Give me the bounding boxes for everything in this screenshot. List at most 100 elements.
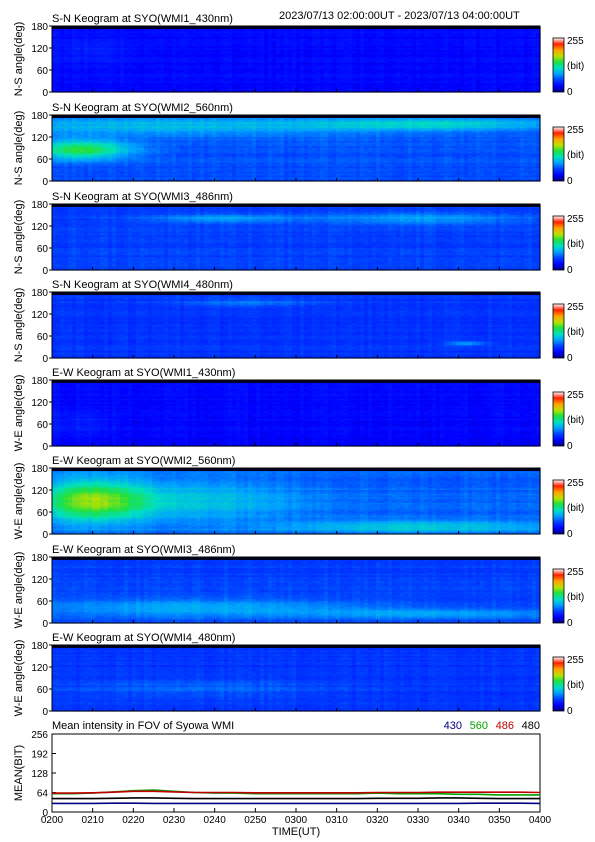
heatmap-cell bbox=[292, 53, 297, 56]
heatmap-cell bbox=[312, 44, 317, 47]
heatmap-cell bbox=[140, 60, 145, 64]
heatmap-cell bbox=[180, 81, 185, 84]
heatmap-cell bbox=[288, 88, 293, 91]
heatmap-cell bbox=[320, 42, 325, 45]
heatmap-cell bbox=[116, 37, 121, 40]
heatmap-cell bbox=[304, 73, 309, 77]
heatmap-cell bbox=[312, 55, 317, 58]
heatmap-cell bbox=[232, 81, 237, 84]
heatmap-cell bbox=[332, 55, 337, 58]
heatmap-cell bbox=[196, 90, 201, 93]
heatmap-cell bbox=[288, 84, 293, 88]
heatmap-cell bbox=[196, 29, 201, 33]
keogram-panel-1: S-N Keogram at SYO(WMI1_430nm)180120600N… bbox=[13, 13, 584, 99]
heatmap-cell bbox=[224, 44, 229, 47]
heatmap-cell bbox=[164, 77, 169, 80]
heatmap-cell bbox=[300, 90, 305, 93]
heatmap-cell bbox=[240, 62, 245, 66]
heatmap-cell bbox=[196, 48, 201, 51]
heatmap-cell bbox=[60, 77, 65, 80]
heatmap-cell bbox=[180, 62, 185, 66]
heatmap-cell bbox=[272, 68, 277, 71]
heatmap-cell bbox=[144, 75, 149, 78]
heatmap-cell bbox=[100, 29, 105, 33]
heatmap-cell bbox=[208, 38, 213, 42]
heatmap-cell bbox=[244, 33, 249, 36]
heatmap-cell bbox=[300, 84, 305, 88]
heatmap-cell bbox=[100, 37, 105, 40]
heatmap-cell bbox=[336, 68, 341, 71]
heatmap-cell bbox=[200, 79, 205, 82]
heatmap-cell bbox=[316, 84, 321, 88]
heatmap-cell bbox=[296, 86, 301, 89]
heatmap-cell bbox=[192, 35, 197, 38]
heatmap-cell bbox=[132, 70, 137, 73]
heatmap-cell bbox=[212, 37, 217, 40]
heatmap-cell bbox=[316, 62, 321, 66]
heatmap-cell bbox=[60, 57, 65, 60]
heatmap-cell bbox=[104, 77, 109, 80]
heatmap-cell bbox=[296, 33, 301, 36]
heatmap-cell bbox=[248, 35, 253, 38]
heatmap-cell bbox=[72, 38, 77, 42]
heatmap-cell bbox=[264, 90, 269, 93]
heatmap-cell bbox=[128, 33, 133, 36]
heatmap-cell bbox=[296, 59, 301, 62]
heatmap-cell bbox=[164, 44, 169, 47]
heatmap-cell bbox=[236, 55, 241, 58]
heatmap-cell bbox=[92, 46, 97, 49]
heatmap-cell bbox=[96, 46, 101, 49]
heatmap-cell bbox=[252, 44, 257, 47]
heatmap-cell bbox=[332, 64, 337, 67]
heatmap-cell bbox=[164, 82, 169, 86]
heatmap-cell bbox=[76, 44, 81, 47]
heatmap-cell bbox=[156, 88, 161, 91]
heatmap-cell bbox=[208, 51, 213, 55]
heatmap-cell bbox=[180, 35, 185, 38]
heatmap-cell bbox=[276, 62, 281, 66]
heatmap-cell bbox=[192, 31, 197, 34]
heatmap-cell bbox=[228, 60, 233, 64]
heatmap-cell bbox=[268, 35, 273, 38]
heatmap-cell bbox=[52, 60, 57, 64]
heatmap-cell bbox=[204, 44, 209, 47]
heatmap-cell bbox=[112, 38, 117, 42]
heatmap-cell bbox=[116, 64, 121, 67]
heatmap-cell bbox=[168, 59, 173, 62]
heatmap-cell bbox=[224, 79, 229, 82]
heatmap-cell bbox=[124, 27, 129, 31]
heatmap-cell bbox=[148, 37, 153, 40]
heatmap-cell bbox=[140, 71, 145, 75]
heatmap-cell bbox=[208, 82, 213, 86]
heatmap-cell bbox=[300, 38, 305, 42]
heatmap-cell bbox=[272, 82, 277, 86]
heatmap-cell bbox=[124, 60, 129, 64]
heatmap-cell bbox=[324, 79, 329, 82]
y-tick-label: 60 bbox=[37, 66, 49, 77]
heatmap-cell bbox=[236, 84, 241, 88]
heatmap-cell bbox=[224, 33, 229, 36]
heatmap-cell bbox=[72, 81, 77, 84]
heatmap-cell bbox=[108, 35, 113, 38]
heatmap-cell bbox=[252, 84, 257, 88]
heatmap-cell bbox=[172, 57, 177, 60]
heatmap-cell bbox=[224, 37, 229, 40]
heatmap-cell bbox=[80, 44, 85, 47]
heatmap-cell bbox=[220, 38, 225, 42]
heatmap-cell bbox=[160, 90, 165, 93]
heatmap-cell bbox=[328, 35, 333, 38]
heatmap-cell bbox=[336, 64, 341, 67]
heatmap-cell bbox=[320, 90, 325, 93]
heatmap-cell bbox=[316, 33, 321, 36]
heatmap-cell bbox=[264, 62, 269, 66]
heatmap-cell bbox=[328, 84, 333, 88]
heatmap-cell bbox=[324, 53, 329, 56]
heatmap-cell bbox=[268, 51, 273, 55]
heatmap-cell bbox=[156, 70, 161, 73]
heatmap-cell bbox=[112, 35, 117, 38]
heatmap-cell bbox=[312, 84, 317, 88]
heatmap-cell bbox=[312, 59, 317, 62]
heatmap-cell bbox=[160, 33, 165, 36]
heatmap-cell bbox=[148, 68, 153, 71]
heatmap-cell bbox=[216, 29, 221, 33]
